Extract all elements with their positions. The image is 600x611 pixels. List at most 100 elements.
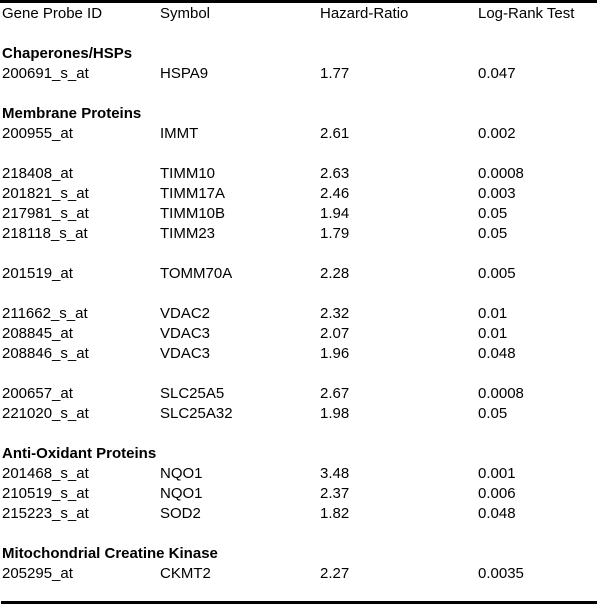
hazard-ratio-cell: 1.77 (320, 65, 350, 82)
hazard-ratio-cell: 2.28 (320, 265, 350, 282)
column-header-hazard-ratio: Hazard-Ratio (320, 5, 409, 22)
log-rank-test-cell: 0.002 (478, 125, 516, 142)
gene-probe-id-cell: 201468_s_at (2, 465, 89, 482)
table-row: 218118_s_at TIMM23 1.79 0.05 (0, 224, 600, 244)
table-row: 210519_s_at NQO1 2.37 0.006 (0, 484, 600, 504)
table-row: 217981_s_at TIMM10B 1.94 0.05 (0, 204, 600, 224)
section-title: Chaperones/HSPs (2, 45, 133, 62)
log-rank-test-cell: 0.048 (478, 505, 516, 522)
log-rank-test-cell: 0.001 (478, 465, 516, 482)
gene-probe-id-cell: 218408_at (2, 165, 73, 182)
symbol-cell: NQO1 (160, 465, 203, 482)
hazard-ratio-cell: 2.46 (320, 185, 350, 202)
section-title: Membrane Proteins (2, 105, 142, 122)
symbol-cell: TIMM23 (160, 225, 216, 242)
log-rank-test-cell: 0.003 (478, 185, 516, 202)
hazard-ratio-cell: 1.98 (320, 405, 350, 422)
symbol-cell: CKMT2 (160, 565, 211, 582)
spacer-row (0, 364, 600, 384)
table-row: 205295_at CKMT2 2.27 0.0035 (0, 564, 600, 584)
symbol-cell: NQO1 (160, 485, 203, 502)
log-rank-test-cell: 0.006 (478, 485, 516, 502)
gene-probe-id-cell: 210519_s_at (2, 485, 89, 502)
table-row: 221020_s_at SLC25A32 1.98 0.05 (0, 404, 600, 424)
column-header-gene-probe-id: Gene Probe ID (2, 5, 103, 22)
symbol-cell: VDAC3 (160, 325, 211, 342)
table-row: 200955_at IMMT 2.61 0.002 (0, 124, 600, 144)
hazard-ratio-cell: 1.79 (320, 225, 350, 242)
section-header-row: Anti-Oxidant Proteins (0, 444, 600, 464)
gene-probe-id-cell: 218118_s_at (2, 225, 88, 242)
symbol-cell: IMMT (160, 125, 199, 142)
log-rank-test-cell: 0.01 (478, 305, 508, 322)
gene-probe-id-cell: 211662_s_at (2, 305, 88, 322)
symbol-cell: HSPA9 (160, 65, 209, 82)
section-title: Mitochondrial Creatine Kinase (2, 545, 218, 562)
section-header-row: Mitochondrial Creatine Kinase (0, 544, 600, 564)
hazard-ratio-cell: 2.32 (320, 305, 350, 322)
symbol-cell: SLC25A5 (160, 385, 225, 402)
hazard-ratio-cell: 2.61 (320, 125, 350, 142)
log-rank-test-cell: 0.005 (478, 265, 516, 282)
spacer-row (0, 524, 600, 544)
hazard-ratio-cell: 1.94 (320, 205, 350, 222)
gene-probe-id-cell: 200691_s_at (2, 65, 89, 82)
symbol-cell: TIMM10 (160, 165, 216, 182)
gene-probe-id-cell: 200657_at (2, 385, 73, 402)
gene-probe-id-cell: 200955_at (2, 125, 73, 142)
log-rank-test-cell: 0.048 (478, 345, 516, 362)
log-rank-test-cell: 0.05 (478, 205, 508, 222)
table-body: Chaperones/HSPs 200691_s_at HSPA9 1.77 0.047… (0, 24, 600, 584)
column-header-log-rank-test: Log-Rank Test (478, 5, 575, 22)
spacer-row (0, 24, 600, 44)
section-header-row: Membrane Proteins (0, 104, 600, 124)
log-rank-test-cell: 0.05 (478, 405, 508, 422)
section-header-row: Chaperones/HSPs (0, 44, 600, 64)
table-row: 211662_s_at VDAC2 2.32 0.01 (0, 304, 600, 324)
symbol-cell: SLC25A32 (160, 405, 233, 422)
log-rank-test-cell: 0.047 (478, 65, 516, 82)
spacer-row (0, 244, 600, 264)
hazard-ratio-cell: 2.67 (320, 385, 350, 402)
gene-probe-id-cell: 201821_s_at (2, 185, 89, 202)
symbol-cell: VDAC3 (160, 345, 211, 362)
gene-probe-id-cell: 205295_at (2, 565, 73, 582)
table-row: 215223_s_at SOD2 1.82 0.048 (0, 504, 600, 524)
section-title: Anti-Oxidant Proteins (2, 445, 157, 462)
gene-probe-id-cell: 201519_at (2, 265, 73, 282)
gene-probe-id-cell: 221020_s_at (2, 405, 89, 422)
log-rank-test-cell: 0.05 (478, 225, 508, 242)
gene-probe-id-cell: 208845_at (2, 325, 73, 342)
spacer-row (0, 84, 600, 104)
log-rank-test-cell: 0.01 (478, 325, 508, 342)
symbol-cell: TIMM10B (160, 205, 226, 222)
hazard-ratio-cell: 2.37 (320, 485, 350, 502)
table-row: 218408_at TIMM10 2.63 0.0008 (0, 164, 600, 184)
table-row: 201468_s_at NQO1 3.48 0.001 (0, 464, 600, 484)
table-row: 208845_at VDAC3 2.07 0.01 (0, 324, 600, 344)
table-row: 200657_at SLC25A5 2.67 0.0008 (0, 384, 600, 404)
spacer-row (0, 424, 600, 444)
symbol-cell: VDAC2 (160, 305, 211, 322)
log-rank-test-cell: 0.0008 (478, 385, 524, 402)
table-row: 201821_s_at TIMM17A 2.46 0.003 (0, 184, 600, 204)
gene-probe-id-cell: 215223_s_at (2, 505, 89, 522)
spacer-row (0, 284, 600, 304)
table-row: 200691_s_at HSPA9 1.77 0.047 (0, 64, 600, 84)
bottom-border-rule (1, 601, 597, 604)
log-rank-test-cell: 0.0035 (478, 565, 524, 582)
hazard-ratio-cell: 2.27 (320, 565, 350, 582)
symbol-cell: TIMM17A (160, 185, 226, 202)
top-border-rule (0, 0, 597, 3)
symbol-cell: SOD2 (160, 505, 201, 522)
spacer-row (0, 144, 600, 164)
hazard-ratio-cell: 3.48 (320, 465, 350, 482)
column-header-symbol: Symbol (160, 5, 211, 22)
gene-probe-id-cell: 217981_s_at (2, 205, 89, 222)
hazard-ratio-cell: 2.63 (320, 165, 350, 182)
log-rank-test-cell: 0.0008 (478, 165, 524, 182)
symbol-cell: TOMM70A (160, 265, 233, 282)
table-row: 208846_s_at VDAC3 1.96 0.048 (0, 344, 600, 364)
table-header-row: Gene Probe ID Symbol Hazard-Ratio Log-Ra… (0, 4, 600, 24)
